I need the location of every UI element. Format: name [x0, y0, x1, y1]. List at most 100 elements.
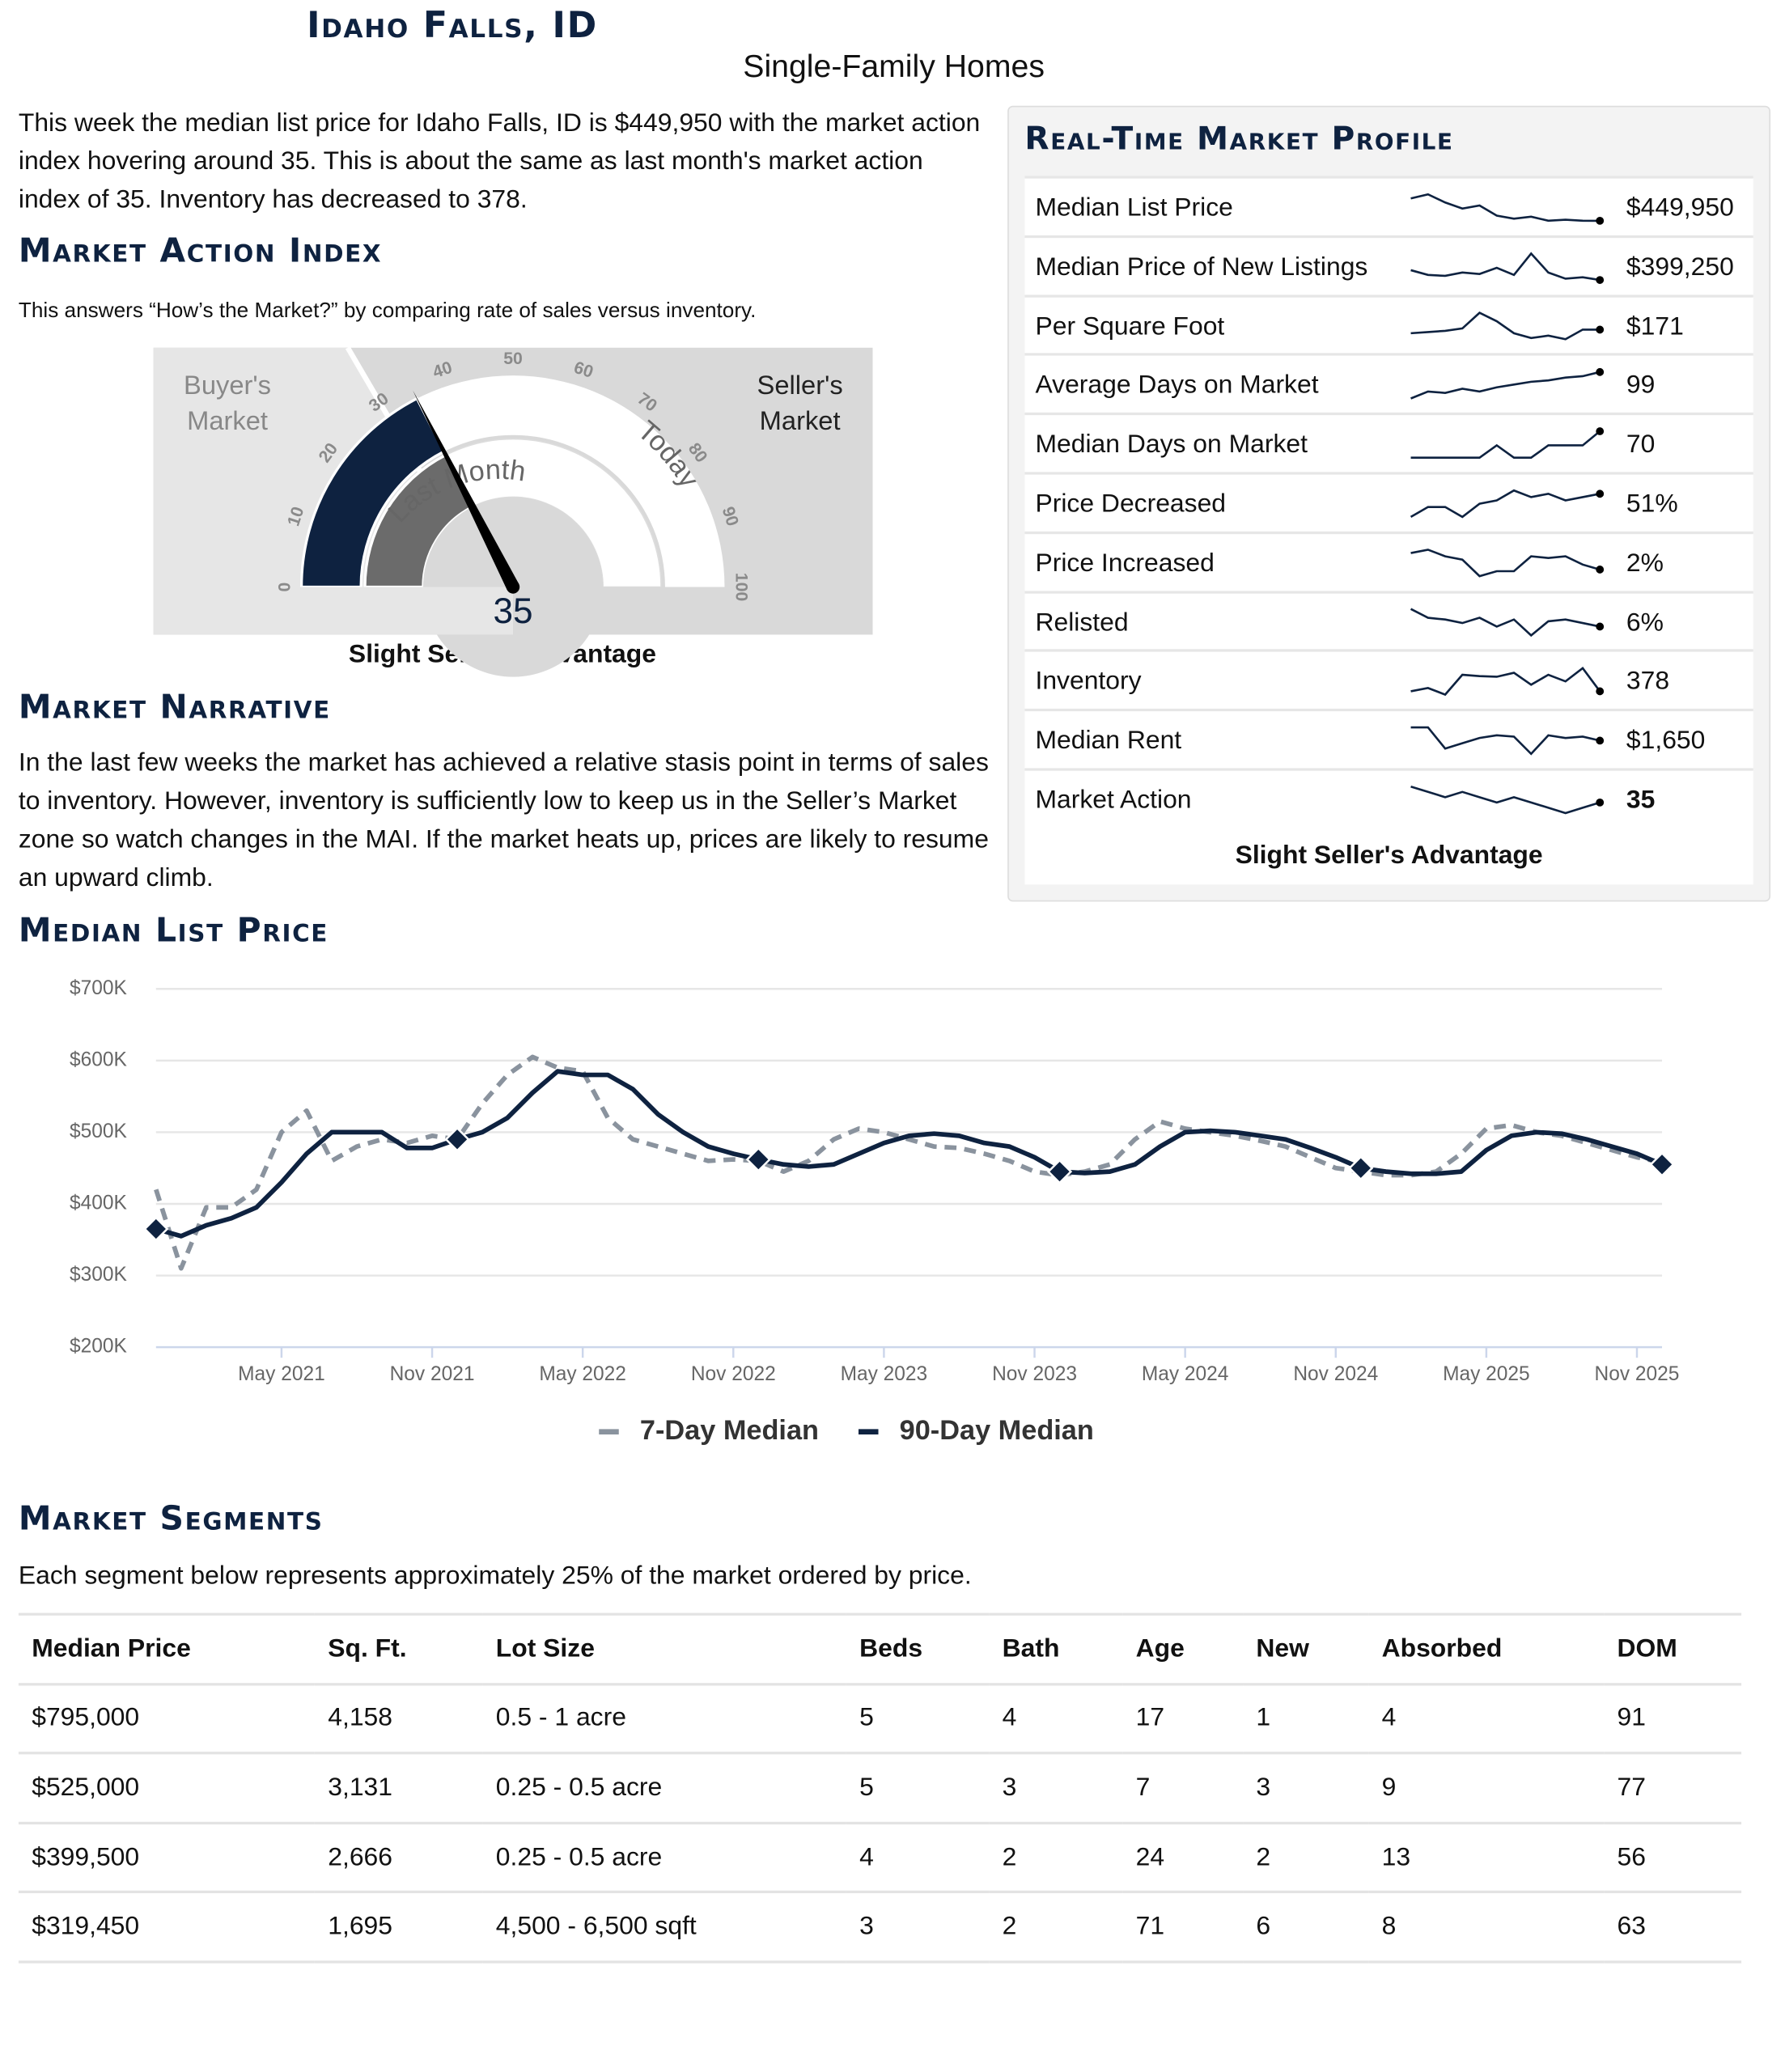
profile-value: $449,950: [1626, 193, 1734, 222]
cell: 91: [1604, 1682, 1742, 1755]
profile-row: Median Price of New Listings $399,250: [1024, 235, 1753, 294]
profile-row: Median List Price $449,950: [1024, 176, 1753, 235]
heading: Market Narrative: [18, 687, 331, 727]
series-line: [155, 1069, 1664, 1239]
cell: 3: [989, 1752, 1123, 1824]
y-tick-label: $300K: [70, 1264, 128, 1286]
segment-row: $399,500 2,666 0.25 - 0.5 acre 4 2 24 2 13 56: [18, 1821, 1742, 1894]
cell: 17: [1122, 1682, 1244, 1755]
column-header: DOM: [1604, 1612, 1742, 1685]
profile-verdict: Slight Seller's Advantage: [1235, 841, 1543, 871]
cell: 0.5 - 1 acre: [482, 1682, 846, 1755]
profile-label: Median Rent: [1035, 726, 1182, 756]
cell: $319,450: [18, 1891, 315, 1964]
sparkline: [1410, 311, 1601, 341]
gauge-tick-label: 50: [503, 349, 523, 368]
cell: 4: [989, 1682, 1123, 1755]
subtitle: Single-Family Homes: [743, 49, 1045, 85]
column-header: Median Price: [18, 1612, 315, 1685]
cell: 5: [846, 1752, 990, 1824]
gauge-tick-label: 0: [275, 583, 295, 592]
marker: [1348, 1155, 1374, 1181]
sparkline: [1410, 667, 1601, 697]
cell: 56: [1604, 1821, 1742, 1894]
cell: 71: [1122, 1891, 1244, 1964]
x-tick-label: May 2025: [1443, 1363, 1530, 1385]
profile-label: Average Days on Market: [1035, 371, 1319, 400]
marker: [1649, 1151, 1675, 1177]
description: Each segment below represents approximat…: [18, 1561, 972, 1591]
x-tick-label: May 2023: [841, 1363, 928, 1385]
header-row: Median Price Sq. Ft. Lot Size Beds Bath Age Ne…: [18, 1612, 1742, 1685]
profile-value: 35: [1626, 785, 1656, 815]
marker: [1046, 1159, 1073, 1184]
cell: 2,666: [314, 1821, 483, 1894]
sparkline-end: [1596, 736, 1605, 745]
profile-value: 6%: [1626, 608, 1664, 637]
y-tick-label: $500K: [70, 1121, 128, 1142]
profile-table: Median List Price $449,950 Median Price of…: [1024, 176, 1753, 885]
cell: 0.25 - 0.5 acre: [482, 1821, 846, 1894]
cell: 0.25 - 0.5 acre: [482, 1752, 846, 1824]
legend-label: 7-Day Median: [640, 1415, 819, 1446]
sparkline: [1410, 371, 1601, 400]
profile-label: Per Square Foot: [1035, 311, 1225, 341]
x-tick-label: May 2022: [539, 1363, 626, 1385]
x-tick-label: Nov 2022: [691, 1363, 776, 1385]
cell: $399,500: [18, 1821, 315, 1894]
sparkline: [1410, 726, 1601, 756]
sparkline: [1410, 193, 1601, 222]
intro: This week the median list price for Idah…: [18, 108, 981, 214]
segment-row: $319,450 1,695 4,500 - 6,500 sqft 3 2 71 6 8 63: [18, 1891, 1742, 1964]
profile-value: 378: [1626, 667, 1670, 697]
sparkline-end: [1596, 276, 1605, 284]
cell: 3: [846, 1891, 990, 1964]
marker: [444, 1126, 470, 1152]
sparkline-end: [1596, 489, 1605, 498]
sparkline-end: [1596, 325, 1605, 334]
x-tick-label: May 2024: [1142, 1363, 1229, 1385]
column-header: Sq. Ft.: [314, 1612, 483, 1685]
cell: 2: [989, 1821, 1123, 1894]
sparkline: [1410, 489, 1601, 519]
profile-label: Relisted: [1035, 608, 1129, 637]
y-tick-label: $200K: [70, 1336, 128, 1358]
cell: 4: [1368, 1682, 1605, 1755]
sparkline: [1410, 252, 1601, 282]
column-header: Bath: [989, 1612, 1123, 1685]
x-tick-label: May 2021: [238, 1363, 325, 1385]
sparkline: [1410, 786, 1601, 815]
cell: 4,500 - 6,500 sqft: [482, 1891, 846, 1964]
sparkline-end: [1596, 367, 1605, 376]
sparkline-end: [1596, 566, 1605, 574]
cell: $525,000: [18, 1752, 315, 1824]
gauge-base-left: [153, 587, 514, 635]
title: Idaho Falls, ID: [307, 5, 598, 47]
today-needle: [413, 390, 519, 591]
x-tick-label: Nov 2025: [1595, 1363, 1680, 1385]
profile-label: Price Decreased: [1035, 489, 1227, 519]
profile-value: $399,250: [1626, 252, 1734, 282]
profile-row: Price Increased 2%: [1024, 531, 1753, 591]
profile-row: Market Action 35: [1024, 768, 1753, 827]
profile-label: Market Action: [1035, 785, 1192, 815]
profile-row: Median Rent $1,650: [1024, 709, 1753, 768]
profile-label: Median Price of New Listings: [1035, 252, 1368, 282]
y-tick-label: $400K: [70, 1192, 128, 1214]
sparkline-end: [1596, 798, 1605, 807]
profile-value: 70: [1626, 430, 1656, 460]
profile-row: Price Decreased 51%: [1024, 472, 1753, 531]
profile-row: Per Square Foot $171: [1024, 294, 1753, 354]
profile-label: Median List Price: [1035, 193, 1233, 222]
sparkline: [1410, 549, 1601, 578]
cell: 1,695: [314, 1891, 483, 1964]
marker: [143, 1216, 169, 1242]
cell: 3,131: [314, 1752, 483, 1824]
sparkline-end: [1596, 427, 1605, 435]
column-header: Age: [1122, 1612, 1244, 1685]
cell: 2: [989, 1891, 1123, 1964]
x-tick-label: Nov 2023: [992, 1363, 1077, 1385]
y-tick-label: $600K: [70, 1049, 128, 1070]
sparkline: [1410, 608, 1601, 638]
